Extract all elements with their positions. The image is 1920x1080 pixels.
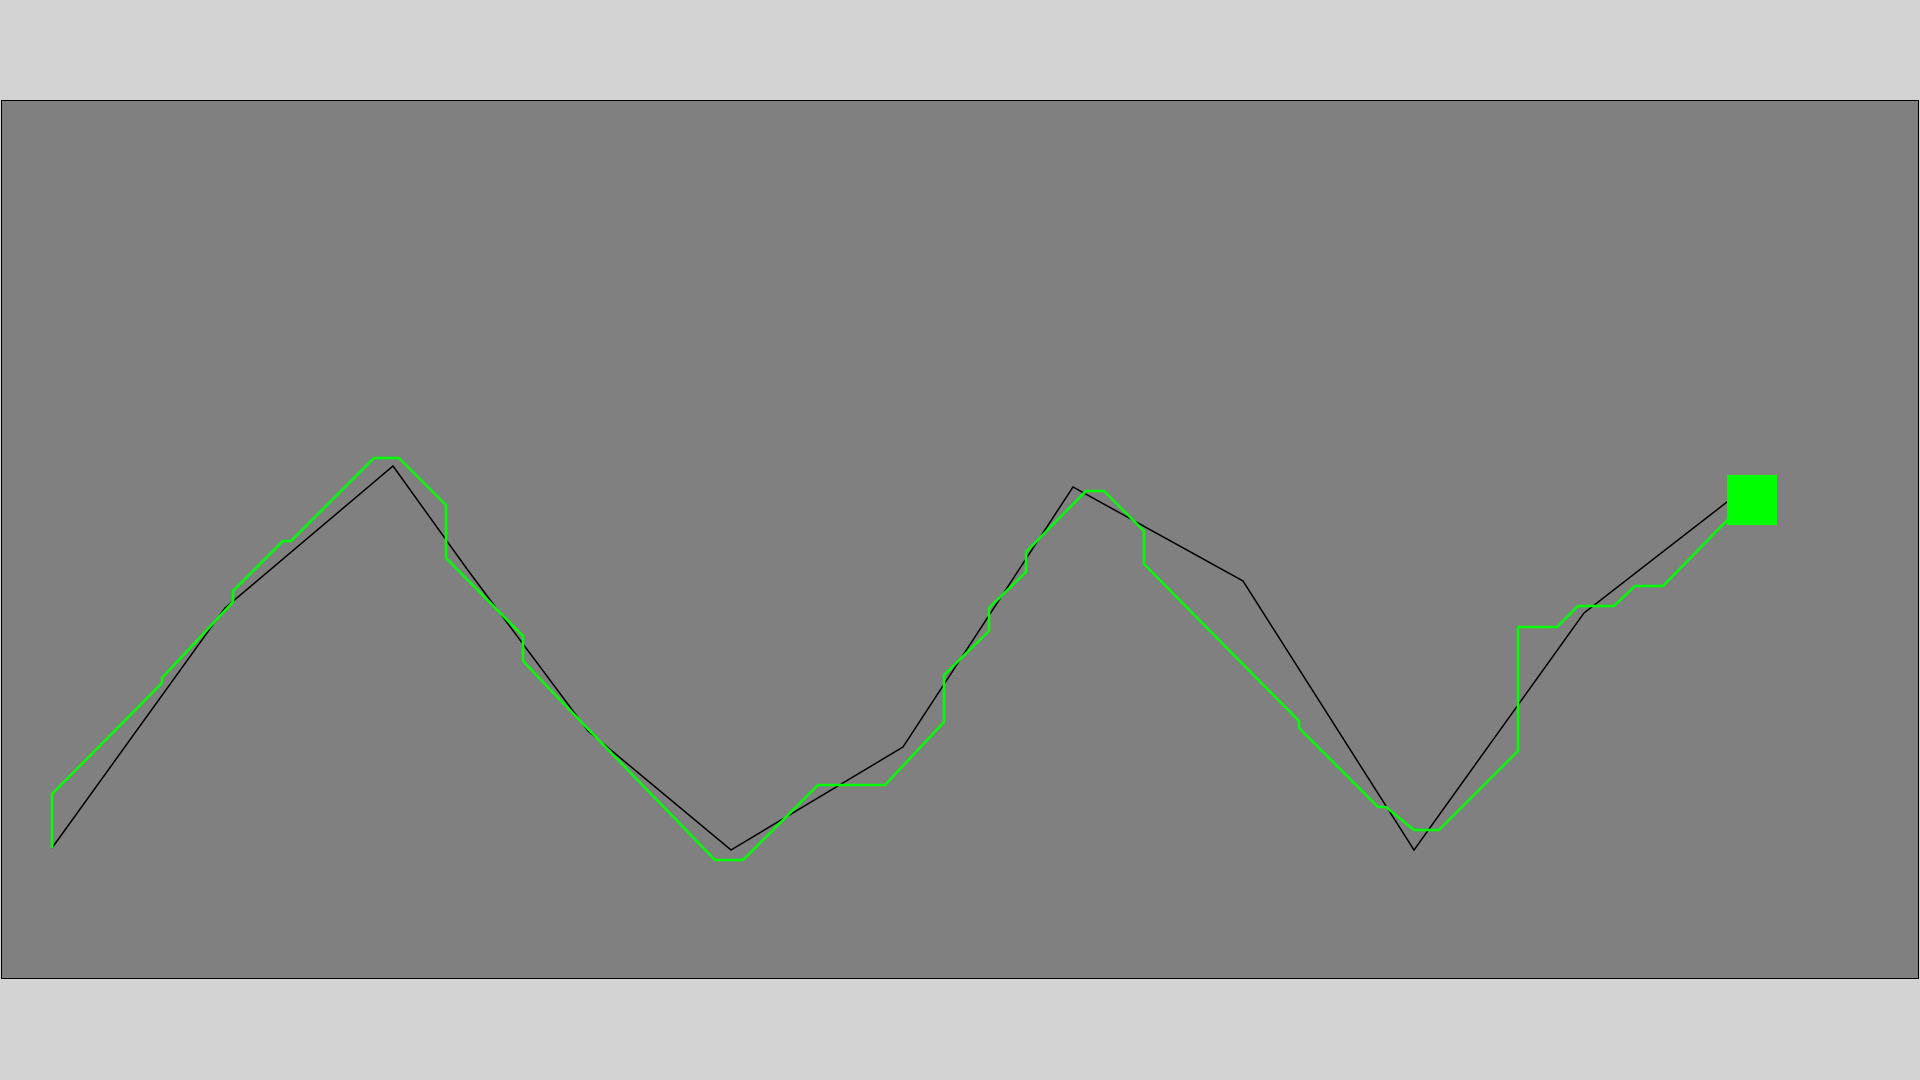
target-path-line [51, 464, 1737, 852]
board-canvas [50, 456, 1777, 862]
game-board[interactable] [1, 100, 1919, 979]
player-trail-line [50, 456, 1743, 862]
player-square-icon[interactable] [1727, 475, 1777, 525]
